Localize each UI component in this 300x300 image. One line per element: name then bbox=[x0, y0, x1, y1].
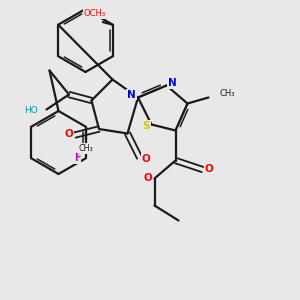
Text: O: O bbox=[64, 129, 73, 140]
Text: S: S bbox=[142, 121, 150, 131]
Text: HO: HO bbox=[24, 106, 38, 115]
Text: CH₃: CH₃ bbox=[220, 89, 236, 98]
Text: O: O bbox=[142, 154, 151, 164]
Text: F: F bbox=[74, 153, 81, 163]
Text: O: O bbox=[205, 164, 214, 175]
Text: OCH₃: OCH₃ bbox=[84, 9, 106, 18]
Text: N: N bbox=[127, 89, 136, 100]
Text: N: N bbox=[167, 78, 176, 88]
Text: O: O bbox=[143, 173, 152, 183]
Text: CH₃: CH₃ bbox=[78, 144, 93, 153]
